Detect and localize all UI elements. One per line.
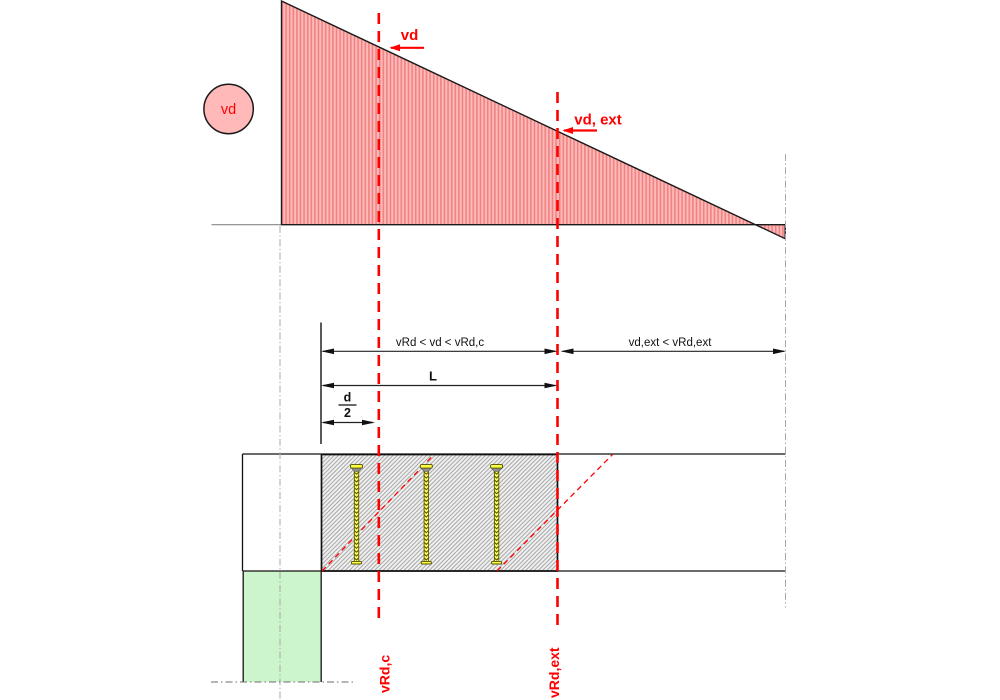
svg-text:L: L xyxy=(429,369,437,384)
svg-text:d: d xyxy=(344,391,352,405)
svg-text:vRd,ext: vRd,ext xyxy=(546,647,562,698)
svg-text:vd, ext: vd, ext xyxy=(574,112,622,129)
svg-text:2: 2 xyxy=(344,406,351,420)
svg-text:vd: vd xyxy=(401,27,419,44)
svg-text:vd,ext < vRd,ext: vd,ext < vRd,ext xyxy=(629,337,713,349)
svg-text:vRd,c: vRd,c xyxy=(377,655,393,693)
svg-text:vRd < vd < vRd,c: vRd < vd < vRd,c xyxy=(396,337,484,349)
svg-text:vd: vd xyxy=(221,102,236,118)
